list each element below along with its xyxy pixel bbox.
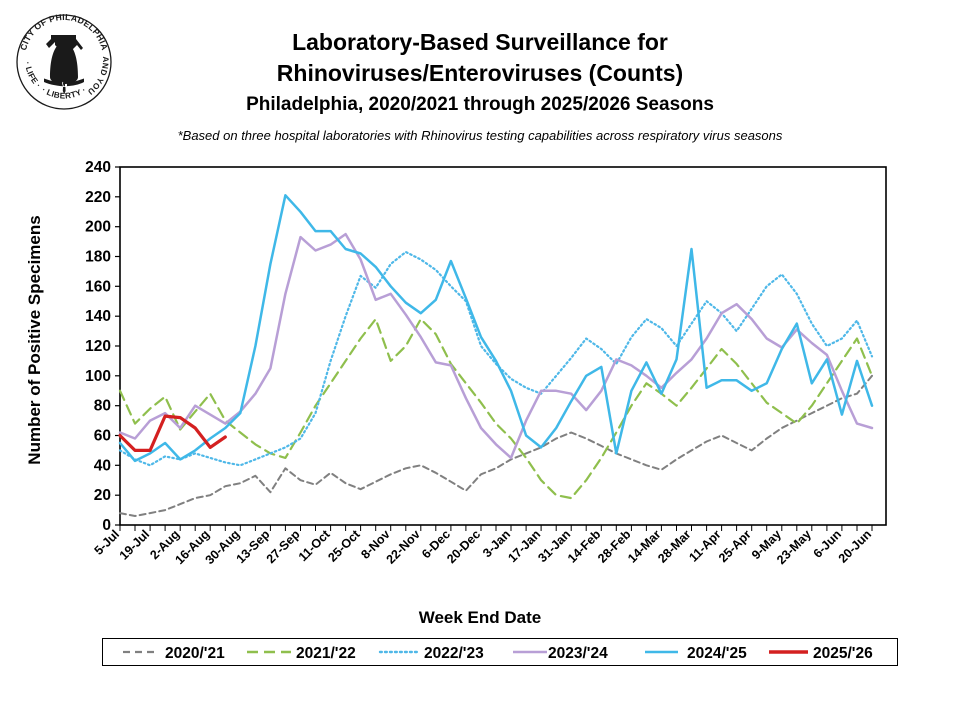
svg-text:17-Jan: 17-Jan (505, 527, 543, 565)
svg-text:11-Apr: 11-Apr (686, 527, 724, 565)
svg-text:100: 100 (85, 368, 111, 385)
svg-text:25-Apr: 25-Apr (716, 527, 754, 565)
svg-text:2023/'24: 2023/'24 (548, 645, 608, 662)
svg-text:2021/'22: 2021/'22 (296, 645, 356, 662)
svg-text:200: 200 (85, 219, 111, 236)
svg-text:60: 60 (94, 428, 111, 445)
svg-text:23-May: 23-May (774, 527, 814, 567)
svg-text:180: 180 (85, 249, 111, 266)
svg-text:240: 240 (85, 159, 111, 176)
svg-text:160: 160 (85, 278, 111, 295)
svg-text:220: 220 (85, 189, 111, 206)
svg-text:14-Mar: 14-Mar (625, 527, 663, 565)
svg-text:25-Oct: 25-Oct (325, 527, 363, 565)
svg-text:40: 40 (94, 457, 111, 474)
svg-text:20: 20 (94, 487, 111, 504)
svg-text:22-Nov: 22-Nov (384, 527, 423, 566)
svg-text:11-Oct: 11-Oct (296, 527, 334, 565)
svg-text:20-Dec: 20-Dec (444, 527, 483, 566)
svg-text:2024/'25: 2024/'25 (687, 645, 747, 662)
svg-text:20-Jun: 20-Jun (836, 527, 874, 565)
svg-text:140: 140 (85, 308, 111, 325)
svg-text:27-Sep: 27-Sep (264, 527, 303, 566)
svg-text:28-Mar: 28-Mar (655, 527, 693, 565)
svg-text:30-Aug: 30-Aug (203, 527, 243, 567)
svg-text:120: 120 (85, 338, 111, 355)
svg-text:2020/'21: 2020/'21 (165, 645, 225, 662)
svg-text:19-Jul: 19-Jul (117, 527, 152, 562)
svg-text:2025/'26: 2025/'26 (813, 645, 873, 662)
svg-text:80: 80 (94, 398, 111, 415)
svg-text:2022/'23: 2022/'23 (424, 645, 484, 662)
